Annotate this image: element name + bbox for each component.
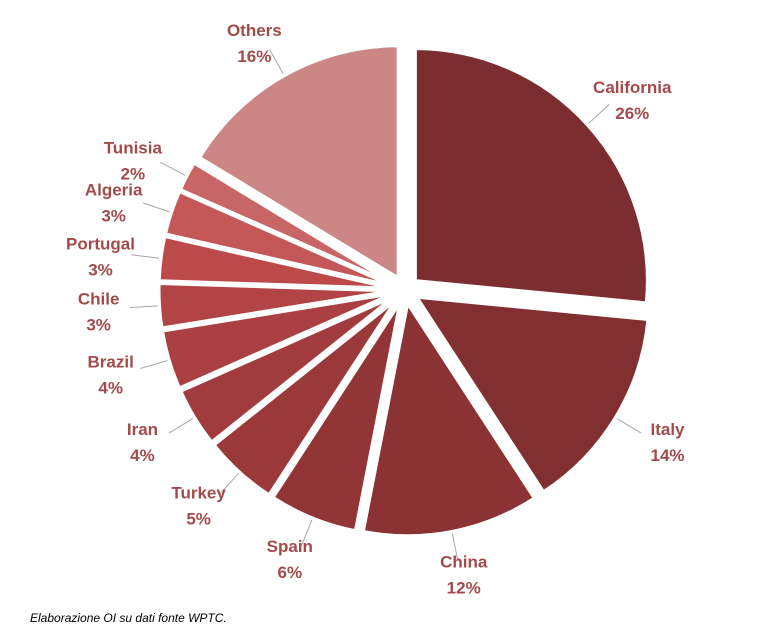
leader-line <box>160 161 186 176</box>
leader-line <box>219 473 239 495</box>
pie-slice <box>414 295 650 494</box>
slice-value-label: 4% <box>130 446 155 465</box>
leader-line <box>140 360 168 370</box>
slice-value-label: 26% <box>615 104 649 123</box>
slice-value-label: 6% <box>278 563 303 582</box>
pie-slice <box>163 189 393 288</box>
slice-label: Spain <box>267 537 313 556</box>
slice-value-label: 2% <box>121 164 146 183</box>
leader-line <box>616 418 642 434</box>
leader-line <box>142 202 170 213</box>
slice-label: Portugal <box>66 234 135 253</box>
slice-label: Turkey <box>171 483 226 502</box>
leader-line <box>168 418 194 434</box>
pie-slice <box>178 295 394 445</box>
slice-label: California <box>593 78 672 97</box>
footnote: Elaborazione OI su dati fonte WPTC. <box>30 611 227 625</box>
slice-label: Iran <box>127 420 158 439</box>
slice-label: Italy <box>651 420 686 439</box>
pie-slice <box>160 292 393 390</box>
leader-line <box>131 254 160 259</box>
pie-slice <box>157 234 392 290</box>
slice-value-label: 16% <box>237 47 271 66</box>
pie-slice <box>197 44 400 281</box>
leader-line <box>269 49 284 75</box>
pie-slice <box>157 281 392 330</box>
slice-label: Tunisia <box>104 138 163 157</box>
slice-value-label: 3% <box>86 315 111 334</box>
slice-value-label: 4% <box>98 379 123 398</box>
pie-slice <box>212 299 397 497</box>
slice-value-label: 5% <box>186 509 211 528</box>
leader-line <box>300 519 313 547</box>
pie-slice <box>178 161 394 285</box>
leader-line <box>451 533 459 562</box>
pie-slice <box>361 299 537 538</box>
slice-label: Chile <box>78 289 120 308</box>
leader-line <box>588 104 610 124</box>
slice-value-label: 14% <box>651 446 685 465</box>
slice-value-label: 3% <box>101 207 126 226</box>
slice-label: Algeria <box>85 181 143 200</box>
leader-line <box>129 305 158 309</box>
slice-label: Brazil <box>88 353 134 372</box>
pie-slice <box>413 47 649 305</box>
slice-label: Others <box>227 21 282 40</box>
pie-slice <box>271 302 402 533</box>
slice-label: China <box>440 553 488 572</box>
slice-value-label: 3% <box>88 260 113 279</box>
slice-value-label: 12% <box>447 579 481 598</box>
